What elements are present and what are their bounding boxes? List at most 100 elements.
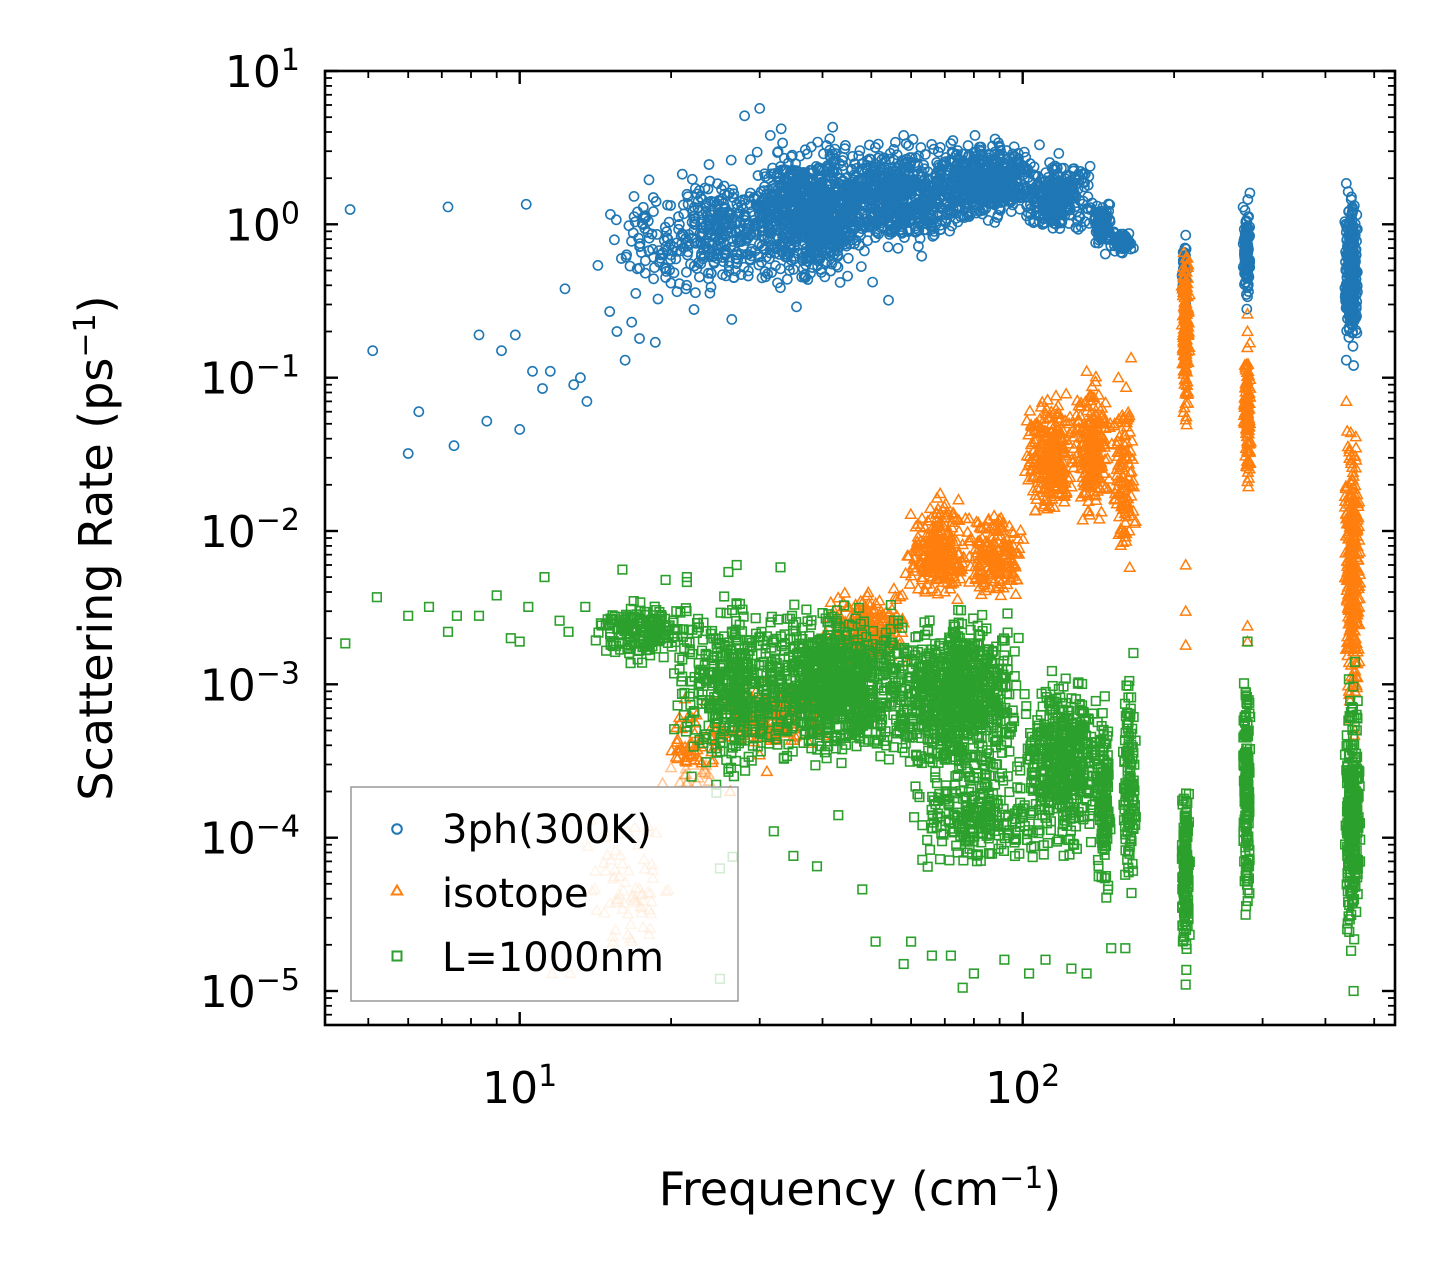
series-0-point-157: [609, 234, 620, 246]
series-0-point-378: [708, 196, 719, 208]
series-0-point-391: [700, 205, 712, 217]
series-0-point-128: [690, 287, 701, 299]
series-0-point-14: [544, 365, 556, 377]
series-0-point-410: [687, 232, 698, 244]
series-0-point-402: [731, 215, 743, 227]
series-0-point-34: [791, 301, 802, 313]
series-0-point-117: [652, 293, 664, 305]
series-0-point-11: [520, 198, 532, 210]
series-0-point-5: [448, 440, 460, 452]
series-0-point-161: [673, 211, 684, 223]
series-0-point-171: [642, 215, 654, 227]
series-0-point-3: [413, 406, 425, 418]
series-0-point-314: [699, 238, 711, 249]
series-0-point-158: [629, 216, 641, 228]
series-0-point-359: [708, 256, 720, 268]
series-0-point-148: [661, 244, 673, 256]
series-0-point-166: [610, 214, 622, 226]
series-0-point-395: [717, 207, 729, 218]
series-0-point-138: [658, 235, 670, 246]
series-0-point-413: [720, 248, 732, 260]
series-0-point-131: [643, 174, 655, 186]
series-0-point-85: [628, 211, 640, 223]
series-0-point-169: [647, 192, 659, 203]
series-0-point-412: [745, 246, 757, 258]
series-0-point-341: [691, 188, 703, 200]
series-0-point-10: [514, 423, 526, 435]
series-0-point-64: [1348, 360, 1359, 371]
series-0-point-142: [624, 260, 636, 272]
series-0-point-167: [671, 286, 683, 298]
series-0-point-235: [703, 267, 714, 279]
series-0-point-41: [916, 250, 928, 262]
series-0-point-102: [631, 263, 643, 275]
series-0-point-156: [661, 232, 673, 243]
series-0-point-357: [690, 182, 701, 194]
series-0-point-38: [867, 276, 878, 288]
series-0-point-339: [753, 251, 765, 263]
series-0-point-136: [648, 273, 659, 285]
series-0-point-13: [537, 383, 548, 394]
series-0-point-105: [637, 201, 649, 213]
series-0-point-46: [1034, 139, 1045, 151]
series-0-point-36: [827, 121, 839, 133]
series-0-point-275: [686, 173, 698, 185]
series-0-point-32: [764, 129, 776, 141]
series-0: [344, 103, 1363, 459]
series-0-point-0: [344, 204, 356, 215]
plot-points: [340, 103, 1367, 997]
series-0-point-379: [685, 258, 696, 270]
series-0-point-336: [730, 265, 741, 277]
series-0-point-12: [527, 365, 538, 377]
series-0-point-382: [697, 216, 709, 228]
series-0-point-390: [719, 247, 730, 259]
series-0-point-19: [592, 259, 604, 271]
series-0-point-15: [559, 283, 571, 295]
series-0-point-384: [737, 194, 749, 206]
series-0-point-327: [728, 272, 740, 283]
series-0-point-21: [611, 326, 623, 337]
series-0-point-113: [662, 199, 673, 211]
series-0-point-58: [1241, 303, 1253, 315]
series-0-point-61: [1340, 354, 1352, 366]
series-0-point-407: [742, 270, 754, 282]
series-0-point-88: [704, 287, 716, 299]
series-0-point-145: [649, 262, 660, 273]
series-0-point-174: [659, 221, 671, 233]
series-0-point-370: [717, 269, 728, 281]
series-0-point-354: [712, 178, 723, 190]
series-0-point-282: [670, 253, 682, 265]
series-0-point-9: [509, 329, 521, 341]
series-0-point-2: [402, 448, 414, 459]
series-0-point-172: [668, 241, 680, 253]
series-0-point-140: [639, 267, 651, 279]
series-0-point-364: [752, 170, 764, 181]
series-0-point-120: [688, 304, 700, 315]
series-0-point-23: [626, 316, 638, 328]
series-0-point-401: [706, 267, 717, 279]
series-0-point-164: [626, 235, 637, 247]
series-0-point-54: [1180, 229, 1192, 241]
series-0-point-376: [723, 255, 735, 267]
series-0-point-39: [883, 294, 894, 306]
series-0-point-150: [674, 218, 685, 230]
series-0-point-17: [575, 372, 586, 384]
series-0-point-393: [723, 209, 735, 221]
series-0-point-25: [649, 336, 661, 348]
series-0-point-103: [647, 243, 658, 255]
series-0-point-50: [1099, 248, 1111, 260]
series-0-point-294: [718, 180, 730, 192]
series-0-point-281: [680, 232, 692, 244]
series-0-point-377: [687, 205, 699, 217]
series-0-point-414: [698, 222, 710, 234]
series-0-point-4: [442, 201, 454, 213]
series-0-point-20: [604, 306, 616, 317]
series-0-point-160: [660, 265, 672, 277]
series-0-point-380: [713, 194, 725, 206]
series-0-point-397: [727, 192, 739, 203]
series-0-point-362: [706, 246, 717, 258]
series-0-point-33: [775, 123, 787, 135]
series-0-point-404: [713, 233, 725, 245]
series-0-point-162: [665, 277, 677, 289]
series-0-point-8: [496, 345, 507, 357]
